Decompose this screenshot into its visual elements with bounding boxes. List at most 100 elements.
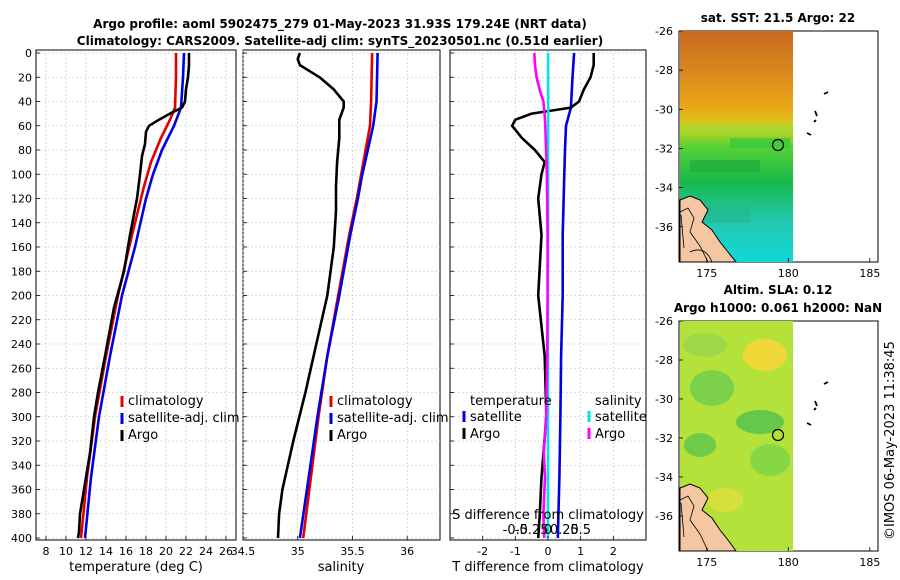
temperature-depth-tick-label: 280 [11, 387, 32, 400]
sst-kermadec-islands [806, 91, 829, 136]
sla_map-lat-tick-label: -28 [655, 354, 673, 367]
temperature-depth-tick-label: 260 [11, 362, 32, 375]
sla_map-lat-tick-label: -32 [655, 432, 673, 445]
difference-top-tick-label: -0.5 [503, 523, 528, 538]
temperature-depth-tick-label: 200 [11, 290, 32, 303]
difference-series-t-satellite [556, 52, 576, 539]
temperature-depth-tick-label: 360 [11, 484, 32, 497]
sla-kermadec-islands [806, 381, 829, 426]
imos-timestamp-watermark: ©IMOS 06-May-2023 11:38:45 [883, 341, 898, 540]
temperature-series-argo [76, 53, 191, 539]
temperature-x-tick-label: 20 [159, 545, 173, 558]
salinity-series-argo [276, 52, 346, 539]
salinity-x-tick-label: 35 [291, 545, 305, 558]
temperature-legend: climatology satellite-adj. clim Argo [120, 394, 240, 443]
temperature-depth-tick-label: 140 [11, 217, 32, 230]
difference-top-tick-label: 0.5 [570, 523, 591, 538]
temperature-depth-tick-label: 80 [18, 144, 32, 157]
temperature-depth-tick-label: 180 [11, 265, 32, 278]
temperature-depth-tick-label: 0 [25, 47, 32, 60]
temperature-depth-tick-label: 160 [11, 241, 32, 254]
difference-top-tick-label: -0.25 [515, 523, 549, 538]
salinity-legend-satellite: satellite-adj. clim [337, 411, 449, 426]
difference-top-tick-label: 0.25 [550, 523, 579, 538]
temperature-depth-tick-label: 380 [11, 508, 32, 521]
temperature-depth-tick-label: 320 [11, 435, 32, 448]
salinity-x-tick-label: 34.5 [231, 545, 256, 558]
difference-x-tick-label: -1 [510, 545, 521, 558]
temperature-depth-tick-label: 40 [18, 96, 32, 109]
salinity-axis-label: salinity [318, 560, 365, 575]
sst-map-title: sat. SST: 21.5 Argo: 22 [701, 11, 855, 25]
sst_map-lat-tick-label: -30 [655, 103, 673, 116]
salinity-panel: 34.5 35 35.5 36 salinity climatology satell… [231, 49, 449, 575]
temperature-depth-tick-label: 20 [18, 71, 32, 84]
temperature-depth-tick-label: 100 [11, 168, 32, 181]
difference-top-axis-label: S difference from climatology [452, 508, 644, 523]
difference-legend-salinity-title: salinity [595, 394, 642, 409]
temperature-x-tick-label: 14 [99, 545, 113, 558]
salinity-legend-climatology: climatology [337, 394, 413, 409]
temperature-depth-tick-label: 400 [11, 532, 32, 545]
temperature-depth-tick-label: 340 [11, 459, 32, 472]
sla_map-lon-tick-label: 185 [859, 556, 880, 569]
sst_map-lat-tick-label: -36 [655, 221, 673, 234]
temperature-x-tick-label: 10 [59, 545, 73, 558]
sst_map-lon-tick-label: 180 [778, 267, 799, 280]
sla_map-lat-tick-label: -30 [655, 393, 673, 406]
temperature-legend-climatology: climatology [128, 394, 204, 409]
sst_map-lat-tick-label: -34 [655, 182, 673, 195]
sst_map-lat-tick-label: -28 [655, 64, 673, 77]
sst-float-position-marker [771, 138, 785, 152]
sla_map-lat-tick-label: -34 [655, 471, 673, 484]
temperature-legend-argo: Argo [128, 428, 158, 443]
difference-legend: temperature satellite Argo salinity sate… [462, 394, 647, 442]
temperature-x-tick-label: 24 [199, 545, 213, 558]
temperature-x-tick-label: 16 [119, 545, 133, 558]
temperature-x-tick-label: 12 [79, 545, 93, 558]
difference-top-tick-label: 0 [544, 523, 552, 538]
temperature-x-tick-label: 8 [43, 545, 50, 558]
sla_map-lon-tick-label: 175 [696, 556, 717, 569]
sst_map-lon-tick-label: 175 [696, 267, 717, 280]
sla_map-lat-tick-label: -36 [655, 510, 673, 523]
temperature-x-tick-label: 26 [219, 545, 233, 558]
figure-title-line2: Climatology: CARS2009. Satellite-adj cli… [77, 34, 603, 49]
temperature-x-tick-label: 18 [139, 545, 153, 558]
salinity-x-tick-label: 36 [400, 545, 414, 558]
difference-legend-t-satellite: satellite [470, 410, 522, 425]
salinity-legend-argo: Argo [337, 428, 367, 443]
sla-float-position-marker [771, 428, 785, 442]
nz-landmass [679, 195, 737, 262]
sla-map: Altim. SLA: 0.12 Argo h1000: 0.061 h2000… [655, 283, 882, 569]
difference-legend-t-argo: Argo [470, 427, 500, 442]
sla-map-subtitle: Argo h1000: 0.061 h2000: NaN [674, 301, 882, 315]
salinity-series-satellite-adj-clim [298, 52, 379, 539]
temperature-depth-tick-label: 220 [11, 314, 32, 327]
sla_map-lon-tick-label: 180 [778, 556, 799, 569]
difference-legend-temperature-title: temperature [470, 394, 552, 409]
sst-map: sat. SST: 21.5 Argo: 22 175 180 185 -26 -28 -… [655, 11, 880, 280]
figure-title-line1: Argo profile: aoml 5902475_279 01-May-20… [93, 17, 587, 32]
sla_map-lat-tick-label: -26 [655, 315, 673, 328]
salinity-x-tick-label: 35.5 [340, 545, 365, 558]
temperature-panel: 0 20 40 60 80 100 120 140 160 180 200 220 240 260 280 3… [11, 47, 240, 575]
difference-x-tick-label: -2 [477, 545, 488, 558]
difference-x-tick-label: 1 [577, 545, 584, 558]
difference-legend-s-argo: Argo [595, 427, 625, 442]
sst_map-lat-tick-label: -26 [655, 25, 673, 38]
sla-nz-landmass [679, 483, 737, 551]
sst_map-lat-tick-label: -32 [655, 142, 673, 155]
sla-map-title: Altim. SLA: 0.12 [724, 283, 833, 297]
difference-x-tick-label: 0 [545, 545, 552, 558]
difference-series-s-argo [533, 52, 549, 539]
temperature-axis-label: temperature (deg C) [69, 560, 203, 575]
difference-axis-label: T difference from climatology [451, 560, 644, 575]
temperature-depth-tick-label: 300 [11, 411, 32, 424]
temperature-depth-tick-label: 60 [18, 120, 32, 133]
temperature-depth-tick-label: 120 [11, 193, 32, 206]
temperature-depth-tick-label: 240 [11, 338, 32, 351]
temperature-legend-satellite: satellite-adj. clim [128, 411, 240, 426]
